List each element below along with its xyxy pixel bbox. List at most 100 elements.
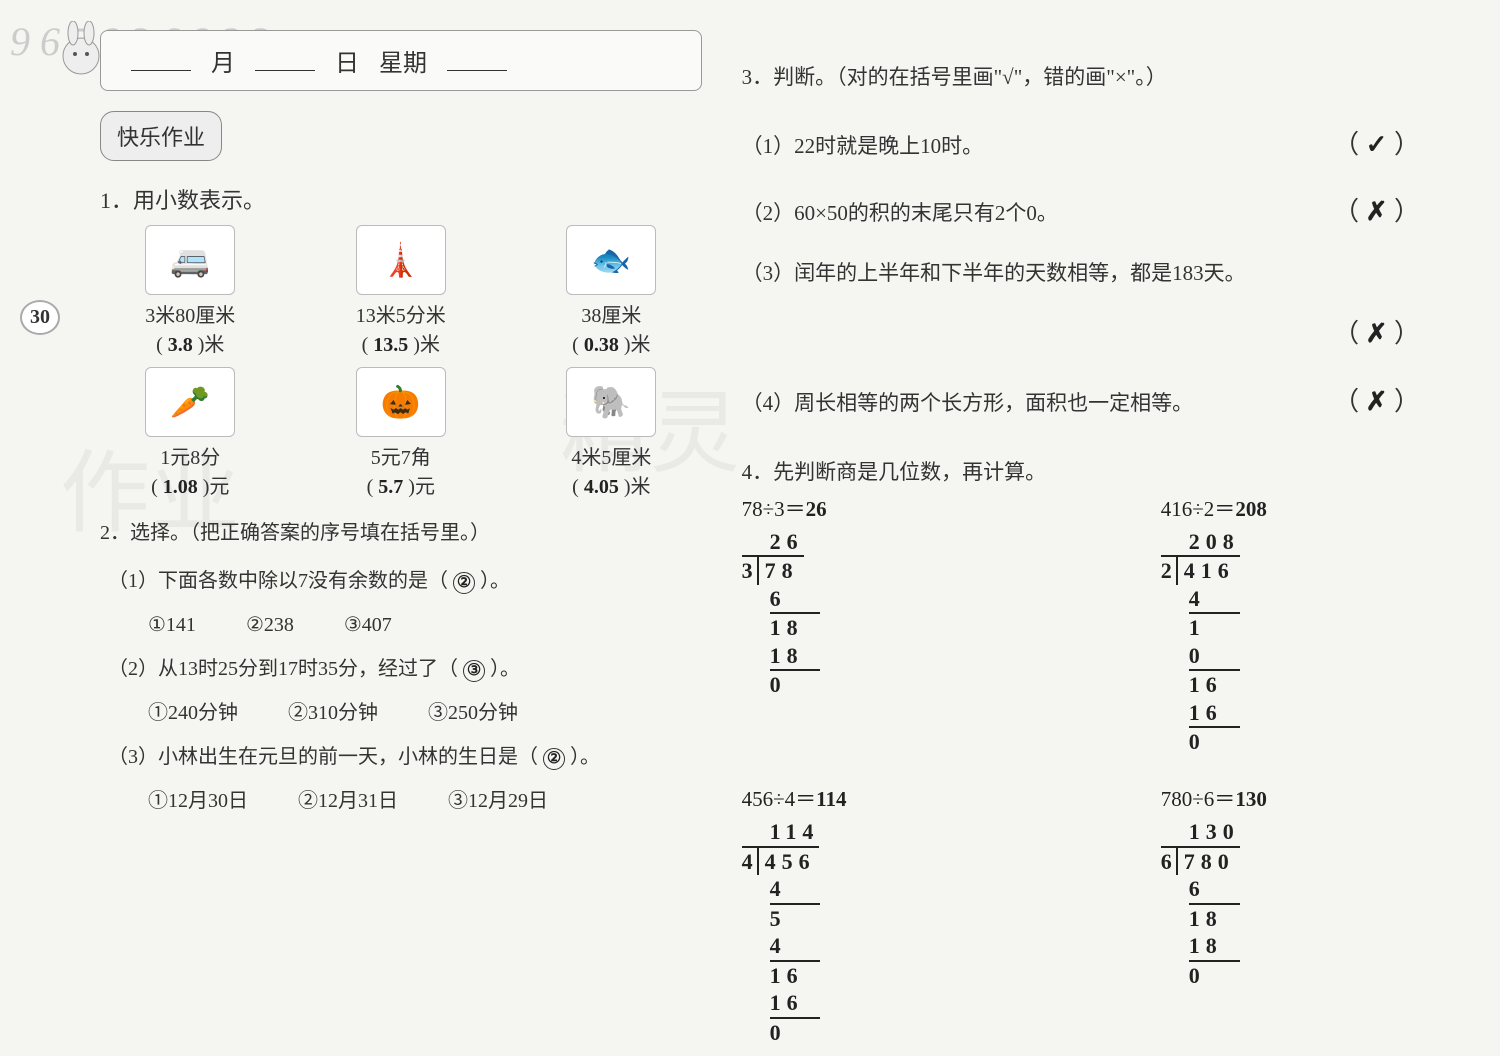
q1-answer: 1.08	[163, 476, 198, 498]
q2-subquestion: （3）小林出生在元旦的前一天，小林的生日是（ ② ）。 ①12月30日 ②12月31…	[108, 735, 702, 823]
q2-sub-text: （1）下面各数中除以7没有余数的是（ ② ）。	[108, 559, 702, 603]
dividend: 780	[1178, 848, 1235, 876]
division-work-line: 16	[1189, 699, 1240, 727]
q2-option[interactable]: ③407	[344, 614, 392, 636]
divisor: 3	[742, 557, 759, 585]
division-work-line: 4	[1189, 585, 1240, 613]
q1-answer-line[interactable]: ( 0.38 )米	[521, 328, 702, 357]
q1-picture-icon: 🥕	[145, 367, 235, 437]
q2-block: 2．选择。（把正确答案的序号填在括号里。） （1）下面各数中除以7没有余数的是（…	[100, 511, 702, 823]
q2-subquestion: （2）从13时25分到17时35分，经过了（ ③ ）。①240分钟②310分钟③…	[108, 647, 702, 735]
division-work: 41016160	[1161, 585, 1240, 756]
division-work: 618180	[1161, 875, 1240, 989]
q2-option[interactable]: ①12月30日	[148, 790, 248, 812]
q3-item: （3）闰年的上半年和下半年的天数相等，都是183天。	[742, 246, 1460, 301]
q2-option[interactable]: ①240分钟	[148, 702, 238, 724]
q1-item: 🐟38厘米( 0.38 )米	[521, 225, 702, 357]
q1-grid: 🚐3米80厘米( 3.8 )米🗼13米5分米( 13.5 )米🐟38厘米( 0.…	[100, 225, 702, 499]
long-division: 26378618180	[742, 528, 820, 699]
division-work-line: 1	[1189, 614, 1240, 642]
q4-problem: 78÷3＝2626378618180	[742, 496, 1041, 756]
q2-option[interactable]: ③250分钟	[428, 702, 518, 724]
q1-answer: 5.7	[378, 476, 403, 498]
q4-expression-answer: 114	[816, 787, 846, 811]
q1-answer-line[interactable]: ( 4.05 )米	[521, 470, 702, 499]
division-work-line: 5	[770, 905, 820, 933]
q1-item: 🎃5元7角( 5.7 )元	[311, 367, 492, 499]
q4-expression: 456÷4＝114	[742, 786, 1041, 812]
q2-option[interactable]: ②12月31日	[298, 790, 398, 812]
left-column: 9 6 5 8 3 6 8 2 3 30 月 日 星期 快乐作业 1．用小数表示…	[40, 20, 722, 1036]
q1-item: 🚐3米80厘米( 3.8 )米	[100, 225, 281, 357]
q1-answer-line[interactable]: ( 5.7 )元	[311, 470, 492, 499]
q4-heading: 4．先判断商是几位数，再计算。	[742, 456, 1460, 486]
q4-problem: 456÷4＝114114445645416160	[742, 786, 1041, 1046]
q3-block: 3．判断。（对的在括号里画"√"，错的画"×"。） （1）22时就是晚上10时。…	[742, 50, 1460, 436]
q3-answer-paren[interactable]: （ ✗ ）	[1333, 368, 1420, 436]
division-work-line: 0	[1189, 728, 1240, 756]
dividend: 78	[759, 557, 799, 585]
q1-answer-line[interactable]: ( 13.5 )米	[311, 328, 492, 357]
q2-sub-text: （3）小林出生在元旦的前一天，小林的生日是（ ② ）。	[108, 735, 702, 779]
q1-picture-icon: 🚐	[145, 225, 235, 295]
q1-item: 🐘4米5厘米( 4.05 )米	[521, 367, 702, 499]
q3-item: （2）60×50的积的末尾只有2个0。 （ ✗ ）	[742, 178, 1460, 246]
q4-expression: 78÷3＝26	[742, 496, 1041, 522]
q4-grid: 78÷3＝2626378618180416÷2＝2082082416410161…	[742, 496, 1460, 1047]
q4-block: 4．先判断商是几位数，再计算。 78÷3＝2626378618180416÷2＝…	[742, 456, 1460, 1047]
division-work-line: 16	[1189, 671, 1240, 699]
division-work-line: 0	[1189, 962, 1240, 990]
month-blank[interactable]	[131, 47, 191, 71]
q3-answer-paren[interactable]: （ ✓ ）	[1333, 111, 1420, 179]
q2-options: ①141 ②238 ③407	[148, 603, 702, 647]
division-work-line: 18	[770, 614, 820, 642]
q2-option[interactable]: ②238	[246, 614, 294, 636]
q2-option[interactable]: ③12月29日	[448, 790, 548, 812]
q2-heading: 2．选择。（把正确答案的序号填在括号里。）	[100, 511, 702, 555]
q4-expression-answer: 26	[806, 497, 827, 521]
division-work-line: 18	[770, 642, 820, 670]
q1-given-text: 13米5分米	[311, 299, 492, 328]
q1-answer-line[interactable]: ( 1.08 )元	[100, 470, 281, 499]
division-work-line: 16	[770, 962, 820, 990]
q3-item-text: （4）周长相等的两个长方形，面积也一定相等。	[742, 376, 1194, 431]
division-work-line: 16	[770, 989, 820, 1017]
division-work-line: 6	[770, 585, 820, 613]
q3-item-text: （2）60×50的积的末尾只有2个0。	[742, 186, 1058, 241]
division-work-line: 6	[1189, 875, 1240, 903]
q1-given-text: 1元8分	[100, 441, 281, 470]
division-work-line: 0	[1189, 642, 1240, 670]
weekday-blank[interactable]	[447, 47, 507, 71]
q1-answer: 13.5	[373, 334, 408, 356]
q4-problem: 780÷6＝1301306780618180	[1161, 786, 1460, 1046]
q1-answer-line[interactable]: ( 3.8 )米	[100, 328, 281, 357]
q2-option[interactable]: ①141	[148, 614, 196, 636]
bunny-icon	[51, 21, 111, 81]
q1-answer: 0.38	[584, 334, 619, 356]
q2-answer-circled[interactable]: ②	[453, 572, 475, 594]
q1-picture-icon: 🎃	[356, 367, 446, 437]
divisor: 6	[1161, 848, 1178, 876]
q4-expression: 780÷6＝130	[1161, 786, 1460, 812]
q1-item: 🥕 1元8分( 1.08 )元	[100, 367, 281, 499]
q2-option[interactable]: ②310分钟	[288, 702, 378, 724]
quotient: 114	[742, 818, 820, 848]
worksheet-page: 9 6 5 8 3 6 8 2 3 30 月 日 星期 快乐作业 1．用小数表示…	[0, 0, 1500, 1056]
q3-answer-paren[interactable]: （ ✗ ）	[1333, 178, 1420, 246]
q1-given-text: 38厘米	[521, 299, 702, 328]
long-division: 114445645416160	[742, 818, 820, 1046]
long-division: 1306780618180	[1161, 818, 1240, 989]
division-work-line: 0	[770, 671, 820, 699]
q3-answer-paren[interactable]: （ ✗ ）	[1333, 319, 1420, 348]
divisor: 4	[742, 848, 759, 876]
q2-subquestion: （1）下面各数中除以7没有余数的是（ ② ）。 ①141 ②238 ③407	[108, 559, 702, 647]
division-work-line: 0	[770, 1019, 820, 1047]
month-label: 月	[211, 43, 235, 78]
date-banner: 月 日 星期	[100, 30, 702, 91]
q2-answer-circled[interactable]: ③	[463, 660, 485, 682]
q2-answer-circled[interactable]: ②	[543, 748, 565, 770]
quotient: 130	[1161, 818, 1240, 848]
divisor: 2	[1161, 557, 1178, 585]
day-blank[interactable]	[255, 47, 315, 71]
q3-heading: 3．判断。（对的在括号里画"√"，错的画"×"。）	[742, 50, 1460, 105]
